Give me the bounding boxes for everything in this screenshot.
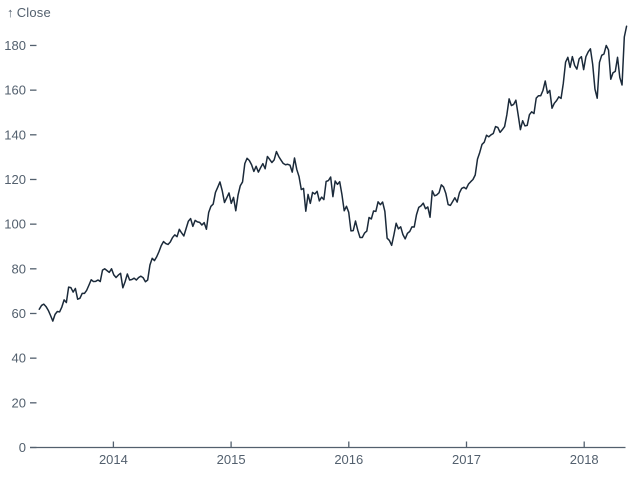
x-tick-label: 2014 (99, 452, 128, 467)
x-tick-label: 2015 (217, 452, 246, 467)
y-tick-label: 140 (4, 127, 26, 142)
y-tick-label: 120 (4, 172, 26, 187)
y-axis-label: ↑ Close (7, 5, 51, 20)
x-axis: 2014 2015 2016 2017 2018 (30, 441, 626, 467)
y-axis: 0 20 40 60 80 100 120 140 160 180 (4, 38, 37, 455)
x-tick-label: 2017 (452, 452, 481, 467)
x-tick-label: 2018 (570, 452, 599, 467)
y-tick-label: 60 (12, 306, 26, 321)
y-tick-label: 180 (4, 38, 26, 53)
y-tick-label: 100 (4, 217, 26, 232)
up-arrow-icon: ↑ (7, 5, 14, 20)
y-tick-label: 160 (4, 83, 26, 98)
y-axis-label-text: Close (16, 5, 51, 20)
y-tick-label: 80 (12, 261, 26, 276)
close-price-line (38, 25, 628, 322)
y-tick-label: 20 (12, 395, 26, 410)
x-tick-label: 2016 (334, 452, 363, 467)
y-tick-label: 0 (19, 440, 26, 455)
y-tick-label: 40 (12, 351, 26, 366)
